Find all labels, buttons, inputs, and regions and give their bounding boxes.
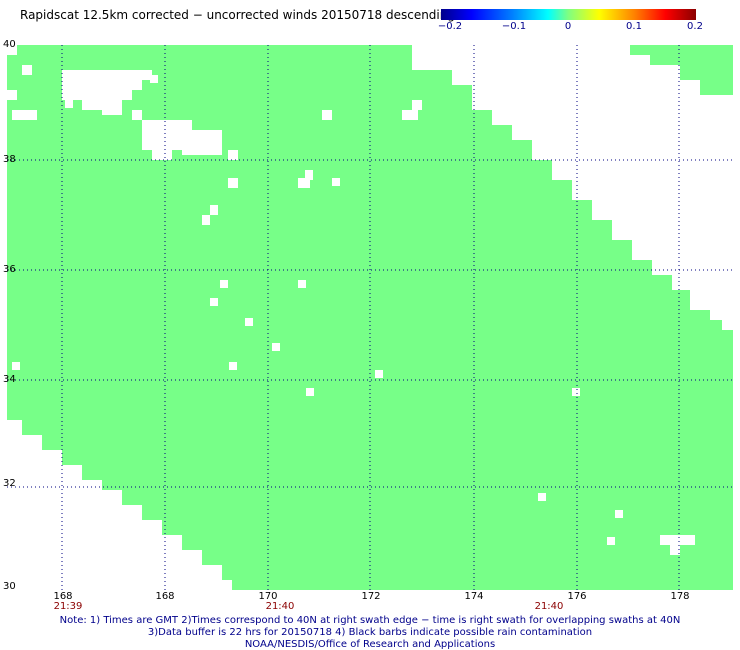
lat-label: 30 [3, 581, 16, 592]
footnote-line: Note: 1) Times are GMT 2)Times correspon… [59, 615, 681, 626]
data-gap [305, 170, 313, 180]
data-gap [412, 100, 422, 110]
footnote-credit: NOAA/NESDIS/Office of Research and Appli… [244, 639, 496, 650]
data-gap [660, 535, 695, 555]
data-gap [402, 110, 418, 120]
lon-label: 168 [53, 591, 73, 602]
lat-lon-grid [7, 45, 733, 590]
data-gap [70, 75, 80, 85]
lon-label: 170 [258, 591, 278, 602]
data-gap [202, 215, 210, 225]
lat-label: 34 [3, 374, 16, 385]
data-gap [210, 205, 218, 215]
data-gap [12, 362, 20, 370]
data-gap [228, 150, 238, 160]
data-gap [95, 75, 103, 83]
data-gap [142, 120, 222, 160]
data-gap [22, 65, 32, 75]
footnote-line: 3)Data buffer is 22 hrs for 20150718 4) … [147, 627, 593, 638]
lat-label: 36 [3, 264, 16, 275]
data-gap [615, 510, 623, 518]
data-gap [322, 110, 332, 120]
lon-label: 172 [361, 591, 381, 602]
data-gap [229, 362, 237, 370]
color-scale-label: 0 [564, 21, 572, 32]
data-gap [62, 70, 152, 115]
lon-label: 176 [567, 591, 587, 602]
data-gap [272, 343, 280, 351]
lon-label: 174 [464, 591, 484, 602]
data-gap [572, 388, 580, 396]
data-gap [332, 178, 340, 186]
data-gap [65, 100, 73, 108]
data-gap [132, 110, 142, 120]
data-gap [12, 110, 37, 120]
color-scale-label: 0.2 [687, 21, 703, 32]
color-scale-label: −0.1 [501, 21, 527, 32]
lon-label: 178 [670, 591, 690, 602]
data-gap [538, 493, 546, 501]
color-scale-label: −0.2 [437, 21, 463, 32]
data-gap [7, 90, 17, 100]
data-gap [220, 280, 228, 288]
data-gap [298, 280, 306, 288]
lat-label: 40 [3, 39, 16, 50]
data-gap [7, 45, 17, 55]
top-right-swath [630, 45, 733, 95]
lat-label: 38 [3, 154, 16, 165]
lon-label: 168 [155, 591, 175, 602]
data-gap [298, 178, 310, 188]
color-scale-label: 0.1 [626, 21, 642, 32]
data-gaps [7, 45, 695, 555]
chart-title: Rapidscat 12.5km corrected − uncorrected… [20, 8, 455, 22]
time-label: 21:40 [265, 601, 295, 612]
data-gap [306, 388, 314, 396]
data-gap [607, 537, 615, 545]
lat-label: 32 [3, 478, 16, 489]
data-gap [228, 178, 238, 188]
data-gap [210, 298, 218, 306]
time-label: 21:39 [53, 601, 83, 612]
data-gap [150, 75, 158, 83]
time-label: 21:40 [534, 601, 564, 612]
color-scale-bar [441, 9, 696, 20]
data-gap [375, 370, 383, 378]
data-gap [245, 318, 253, 326]
